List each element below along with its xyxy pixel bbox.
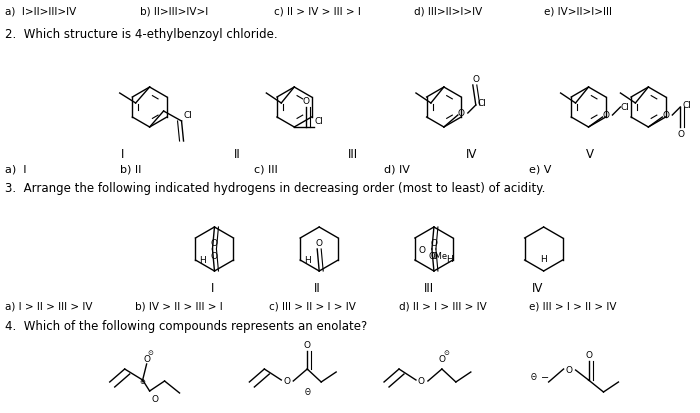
Text: a)  I>II>III>IV: a) I>II>III>IV bbox=[5, 6, 76, 16]
Text: Cl: Cl bbox=[682, 101, 691, 110]
Text: a)  I: a) I bbox=[5, 165, 27, 175]
Text: d) II > I > III > IV: d) II > I > III > IV bbox=[399, 301, 486, 311]
Text: O: O bbox=[211, 252, 218, 260]
Text: II: II bbox=[314, 281, 321, 294]
Text: Cl: Cl bbox=[183, 111, 192, 120]
Text: d) IV: d) IV bbox=[384, 165, 410, 175]
Text: O: O bbox=[152, 394, 159, 403]
Text: Cl: Cl bbox=[620, 103, 629, 112]
Text: e) III > I > II > IV: e) III > I > II > IV bbox=[528, 301, 616, 311]
Text: e) IV>II>I>III: e) IV>II>I>III bbox=[544, 6, 612, 16]
Text: 4.  Which of the following compounds represents an enolate?: 4. Which of the following compounds repr… bbox=[5, 319, 368, 332]
Text: H: H bbox=[446, 255, 453, 264]
Text: O: O bbox=[678, 130, 685, 139]
Text: O: O bbox=[566, 366, 573, 375]
Text: O: O bbox=[603, 111, 610, 120]
Text: O: O bbox=[430, 238, 438, 247]
Text: a) I > II > III > IV: a) I > II > III > IV bbox=[5, 301, 92, 311]
Text: O: O bbox=[662, 111, 669, 120]
Text: Cl: Cl bbox=[314, 117, 323, 126]
Text: ⊙: ⊙ bbox=[148, 349, 153, 355]
Text: III: III bbox=[348, 147, 358, 161]
Text: c) III: c) III bbox=[254, 165, 278, 175]
Text: Θ: Θ bbox=[531, 373, 537, 382]
Text: O: O bbox=[419, 246, 426, 255]
Text: IV: IV bbox=[466, 147, 477, 161]
Text: O: O bbox=[284, 377, 290, 386]
Text: Cl: Cl bbox=[478, 99, 486, 108]
Text: O: O bbox=[316, 238, 323, 247]
Text: H: H bbox=[540, 254, 547, 263]
Text: 3.  Arrange the following indicated hydrogens in decreasing order (most to least: 3. Arrange the following indicated hydro… bbox=[5, 182, 545, 195]
Text: ⊕: ⊕ bbox=[140, 378, 146, 384]
Text: OMe: OMe bbox=[429, 252, 448, 261]
Text: III: III bbox=[424, 281, 435, 294]
Text: II: II bbox=[234, 147, 241, 161]
Text: I: I bbox=[211, 281, 215, 294]
Text: O: O bbox=[304, 340, 311, 349]
Text: d) III>II>I>IV: d) III>II>I>IV bbox=[414, 6, 482, 16]
Text: O: O bbox=[458, 109, 465, 118]
Text: c) II > IV > III > I: c) II > IV > III > I bbox=[274, 6, 361, 16]
Text: O: O bbox=[430, 252, 438, 260]
Text: 2.  Which structure is 4-ethylbenzoyl chloride.: 2. Which structure is 4-ethylbenzoyl chl… bbox=[5, 28, 278, 41]
Text: O: O bbox=[143, 354, 150, 363]
Text: O: O bbox=[438, 354, 445, 363]
Text: O: O bbox=[418, 377, 425, 386]
Text: b) IV > II > III > I: b) IV > II > III > I bbox=[134, 301, 223, 311]
Text: V: V bbox=[586, 147, 594, 161]
Text: c) III > II > I > IV: c) III > II > I > IV bbox=[270, 301, 356, 311]
Text: H: H bbox=[304, 256, 311, 265]
Text: O: O bbox=[211, 238, 218, 247]
Text: IV: IV bbox=[532, 281, 543, 294]
Text: −: − bbox=[540, 372, 549, 382]
Text: e) V: e) V bbox=[528, 165, 551, 175]
Text: I: I bbox=[120, 147, 124, 161]
Text: Θ: Θ bbox=[304, 387, 310, 396]
Text: b) II: b) II bbox=[120, 165, 141, 175]
Text: O: O bbox=[585, 350, 592, 359]
Text: O: O bbox=[302, 97, 309, 106]
Text: H: H bbox=[199, 256, 206, 265]
Text: b) II>III>IV>I: b) II>III>IV>I bbox=[140, 6, 208, 16]
Text: O: O bbox=[473, 75, 480, 84]
Text: ⊙: ⊙ bbox=[443, 349, 449, 355]
